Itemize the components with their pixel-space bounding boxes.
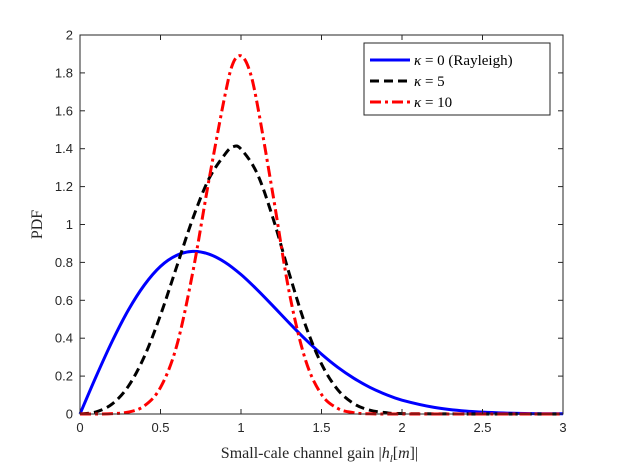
y-tick-label: 0.6 <box>55 293 73 308</box>
plot-lines <box>78 54 564 416</box>
y-tick-label: 0 <box>66 407 73 422</box>
y-tick-label: 1 <box>66 217 73 232</box>
series-line-rayleigh <box>78 249 564 416</box>
x-tick-label: 2 <box>398 420 405 435</box>
x-axis-label-m: m <box>398 445 410 462</box>
x-axis-label-suffix: ]| <box>410 445 419 462</box>
y-tick-label: 0.8 <box>55 255 73 270</box>
x-axis-label-bracket: [ <box>393 445 398 462</box>
x-tick-label: 1.5 <box>312 420 330 435</box>
x-axis-label: Small-cale channel gain |hl[m]| <box>221 445 418 465</box>
x-axis-label-h: h <box>382 445 390 462</box>
y-tick-label: 1.8 <box>55 65 73 80</box>
x-axis-label-sub: l <box>390 453 393 465</box>
y-tick-label: 1.4 <box>55 141 73 156</box>
y-axis-label: PDF <box>29 210 46 239</box>
x-tick-label: 3 <box>559 420 566 435</box>
y-tick-label: 0.2 <box>55 369 73 384</box>
x-tick-label: 1 <box>237 420 244 435</box>
legend: κ = 0 (Rayleigh) κ = 5 κ = 10 <box>363 42 551 116</box>
y-tick-label: 2 <box>66 28 73 43</box>
x-tick-label: 0 <box>76 420 83 435</box>
legend-label-rayleigh: κ = 0 (Rayleigh) <box>414 53 513 69</box>
series-line-kappa-5 <box>79 144 564 416</box>
y-tick-label: 1.6 <box>55 103 73 118</box>
x-axis-label-prefix: Small-cale channel gain | <box>221 445 382 462</box>
x-tick-label: 2.5 <box>473 420 491 435</box>
y-tick-label: 0.4 <box>55 331 73 346</box>
series-line-kappa-10 <box>79 54 563 416</box>
legend-label-kappa-5: κ = 5 <box>414 74 445 90</box>
axis-ticks: 0 0.5 1 1.5 2 2.5 3 0 0.2 0.4 0.6 0.8 1 1.2 1.4 1.6 1.8 2 <box>55 28 567 436</box>
legend-label-kappa-10: κ = 10 <box>414 95 452 111</box>
y-tick-label: 1.2 <box>55 179 73 194</box>
x-tick-label: 0.5 <box>151 420 169 435</box>
